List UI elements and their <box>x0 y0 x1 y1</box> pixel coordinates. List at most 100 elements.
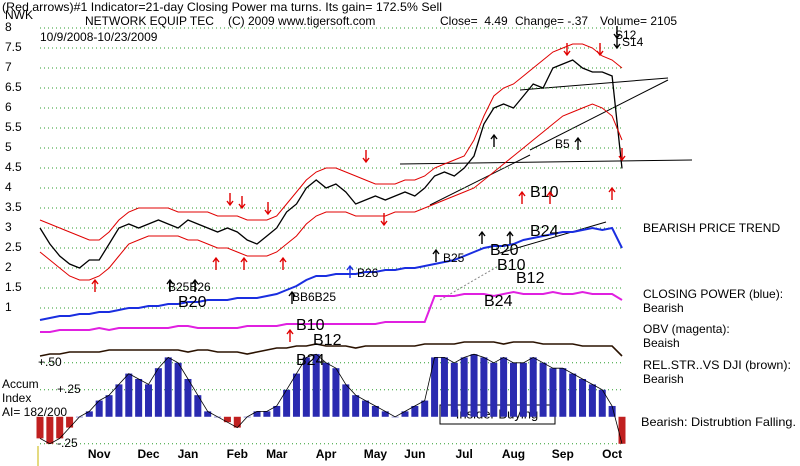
signal-arrow <box>563 43 571 57</box>
accum-bar <box>598 389 606 417</box>
signal-arrow <box>608 186 616 200</box>
accum-bar <box>263 411 271 417</box>
accum-bar <box>273 405 281 417</box>
x-tick-label: May <box>364 447 388 461</box>
signal-label: S12 <box>615 28 637 42</box>
signal-label: B20 <box>490 242 519 259</box>
accum-bar <box>509 362 517 417</box>
y-tick-label: 7.5 <box>5 40 22 54</box>
signal-arrow <box>240 256 248 270</box>
accum-bar <box>618 416 626 444</box>
x-tick-label: Jan <box>178 447 199 461</box>
signal-arrow <box>212 256 220 270</box>
accum-bar <box>145 384 153 417</box>
accum-bar <box>36 416 44 439</box>
y-tick-label: 5.5 <box>5 120 22 134</box>
signal-label: B25 <box>443 251 465 265</box>
accum-bar <box>588 384 596 417</box>
symbol: NWK <box>5 8 33 22</box>
accum-bar <box>480 357 488 417</box>
signal-arrow <box>490 133 498 147</box>
resistance-line <box>399 159 693 165</box>
accum-bar <box>500 357 508 417</box>
y2-tick-label: +.50 <box>38 355 62 369</box>
accum-bar <box>431 357 439 417</box>
company: NETWORK EQUIP TEC <box>85 14 214 28</box>
accum-bar <box>115 384 123 417</box>
accum-bar <box>332 368 340 417</box>
x-tick-label: Dec <box>138 447 160 461</box>
signal-arrow <box>238 196 246 210</box>
accum-bar <box>460 357 468 417</box>
accum-bar <box>56 416 64 439</box>
y2-label: AI= 182/200 <box>2 405 67 419</box>
y2-label: Accum <box>2 377 39 391</box>
accum-bar <box>233 416 241 428</box>
accum-bar <box>164 357 172 417</box>
accum-outline <box>39 353 623 445</box>
y-tick-label: 8 <box>5 20 12 34</box>
signal-label: B24 <box>296 352 325 369</box>
series-line <box>39 226 623 321</box>
accum-bar <box>184 378 192 417</box>
plot: 1 1.5 2 2.5 3 3.5 4 4.5 5 5.5 6 6.5 7 7.5 8 +.50 +.25 -.2… <box>5 20 626 461</box>
signal-arrow <box>286 328 294 342</box>
y2-tick-label: +.25 <box>57 382 81 396</box>
legend-label: OBV (magenta): <box>643 322 730 336</box>
date-range: 10/9/2008-10/23/2009 <box>40 30 158 44</box>
signal-label: B10 <box>296 317 325 334</box>
legend-label: CLOSING POWER (blue): <box>643 287 783 301</box>
signal-arrow <box>362 150 370 164</box>
y-tick-label: 5 <box>5 140 12 154</box>
x-tick-label: Oct <box>602 447 622 461</box>
signal-arrow <box>380 213 388 227</box>
trend-line <box>429 154 531 206</box>
accum-bar <box>381 411 389 417</box>
y-tick-label: 2 <box>5 260 12 274</box>
x-tick-label: Jul <box>455 447 472 461</box>
signal-label: BB6B25 <box>292 290 336 304</box>
accum-bar <box>292 373 300 417</box>
signal-label: B12 <box>313 332 342 349</box>
y-tick-label: 4.5 <box>5 160 22 174</box>
accum-bar <box>66 416 74 428</box>
accum-bar <box>174 362 182 417</box>
accum-bar <box>559 368 567 417</box>
accum-bar <box>579 378 587 417</box>
legend-label: REL.STR..VS DJI (brown): <box>643 358 791 372</box>
accum-bar <box>85 411 93 417</box>
y-tick-label: 6 <box>5 100 12 114</box>
signal-arrow <box>518 190 526 204</box>
accum-bar <box>440 357 448 417</box>
accum-bar <box>608 405 616 417</box>
accum-bar <box>411 405 419 417</box>
accum-bar <box>283 389 291 417</box>
signal-arrow <box>613 36 621 50</box>
x-tick-label: Apr <box>316 447 337 461</box>
y-tick-label: 7 <box>5 60 12 74</box>
accum-bar <box>549 368 557 417</box>
signal-label: B20 <box>178 294 207 311</box>
signal-arrow <box>346 264 354 278</box>
accum-bar <box>46 416 54 444</box>
accum-bar <box>204 411 212 417</box>
trend-line <box>499 221 607 254</box>
accum-bar <box>362 400 370 417</box>
y2-tick-label: -.25 <box>57 436 78 450</box>
signal-arrow <box>91 278 99 292</box>
x-tick-label: Nov <box>88 447 111 461</box>
accum-bar <box>352 395 360 417</box>
x-tick-label: Sep <box>552 447 574 461</box>
accum-bar <box>194 395 202 417</box>
signal-label: B24 <box>484 293 513 310</box>
y-tick-label: 1.5 <box>5 280 22 294</box>
y-tick-label: 3 <box>5 220 12 234</box>
accum-bar <box>223 416 231 423</box>
signal-arrow <box>618 148 626 162</box>
y-tick-label: 3.5 <box>5 200 22 214</box>
accum-bar <box>135 378 143 417</box>
accum-bar <box>312 354 320 417</box>
signal-arrow <box>546 190 554 204</box>
close: Close= 4.49 <box>440 14 508 28</box>
